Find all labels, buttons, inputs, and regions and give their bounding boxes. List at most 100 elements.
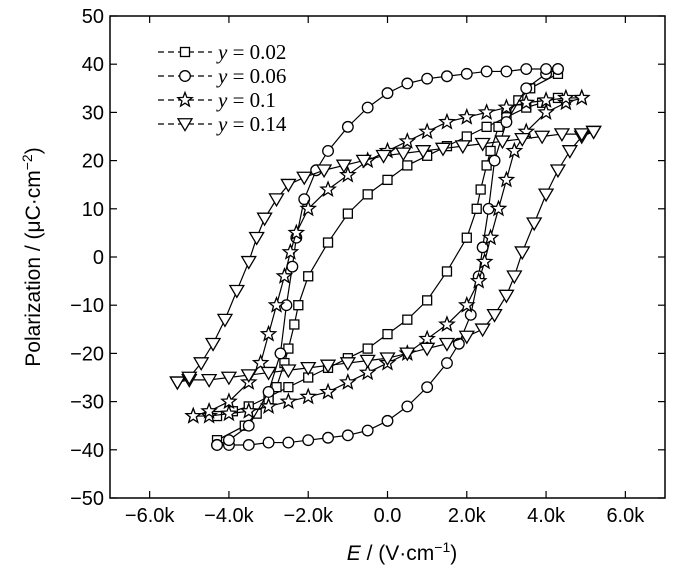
data-point bbox=[395, 147, 412, 162]
data-point bbox=[497, 98, 516, 116]
data-point bbox=[339, 357, 356, 371]
data-point bbox=[184, 406, 203, 424]
data-point bbox=[461, 131, 472, 142]
data-point bbox=[533, 130, 551, 145]
data-point bbox=[382, 328, 393, 340]
data-point bbox=[275, 266, 294, 284]
data-point bbox=[286, 260, 299, 273]
data-point bbox=[526, 217, 543, 232]
data-point bbox=[557, 93, 575, 111]
data-point bbox=[441, 357, 453, 369]
data-point bbox=[262, 386, 275, 398]
data-point bbox=[457, 295, 476, 313]
data-point bbox=[262, 436, 275, 449]
data-point bbox=[552, 63, 564, 75]
data-point bbox=[279, 392, 298, 410]
data-point bbox=[506, 270, 523, 285]
y-axis-label: Polarization / (μC·cm−2) bbox=[19, 147, 45, 366]
data-point bbox=[222, 434, 235, 447]
x-tick-label: 0.0 bbox=[374, 505, 402, 527]
data-point bbox=[505, 141, 524, 159]
data-point bbox=[520, 63, 533, 75]
data-point bbox=[228, 284, 245, 299]
data-point bbox=[220, 392, 238, 410]
data-point bbox=[489, 199, 508, 217]
data-point bbox=[438, 315, 456, 333]
data-point bbox=[480, 65, 493, 78]
x-axis-label: E / (V·cm−1) bbox=[347, 539, 457, 565]
data-point bbox=[419, 342, 436, 357]
x-tick-label: −6.0k bbox=[125, 505, 175, 527]
series-line-ascending bbox=[177, 131, 594, 383]
legend-label: y = 0.02 bbox=[216, 40, 286, 64]
data-point bbox=[299, 387, 318, 405]
legend-marker bbox=[176, 118, 194, 132]
data-point bbox=[381, 414, 394, 427]
x-tick-label: 6.0k bbox=[606, 505, 645, 527]
data-point bbox=[302, 434, 315, 447]
data-point bbox=[517, 93, 536, 111]
data-point bbox=[460, 67, 473, 80]
axis-tick-labels: −6.0k −4.0k −2.0k 0.0 2.0k 4.0k 6.0k −50 −40 −30 −… bbox=[70, 6, 645, 527]
data-point bbox=[500, 65, 513, 78]
data-point bbox=[458, 330, 475, 345]
data-point bbox=[338, 373, 357, 390]
data-point bbox=[402, 314, 413, 325]
data-point bbox=[274, 347, 287, 360]
data-point bbox=[573, 128, 590, 143]
data-point bbox=[401, 400, 414, 413]
data-point bbox=[362, 343, 373, 354]
legend: y = 0.02y = 0.06y = 0.1y = 0.14 bbox=[158, 40, 287, 136]
y-tick-label: 0 bbox=[93, 247, 104, 269]
data-point bbox=[315, 164, 333, 179]
data-point bbox=[341, 429, 354, 442]
data-point bbox=[481, 228, 500, 246]
data-point bbox=[342, 208, 354, 219]
data-point bbox=[216, 313, 234, 328]
data-point bbox=[319, 382, 337, 400]
data-point bbox=[322, 237, 334, 248]
data-point bbox=[441, 266, 453, 277]
data-point bbox=[557, 88, 575, 106]
data-point bbox=[441, 70, 453, 83]
y-tick-label: −10 bbox=[70, 295, 104, 317]
legend-label: y = 0.06 bbox=[216, 64, 286, 88]
y-tick-label: 40 bbox=[82, 54, 104, 76]
data-point bbox=[475, 252, 494, 270]
data-point bbox=[260, 366, 277, 381]
data-point bbox=[401, 77, 414, 90]
data-point bbox=[242, 439, 255, 451]
data-point bbox=[494, 135, 511, 150]
data-point bbox=[267, 295, 286, 313]
data-point bbox=[514, 246, 531, 261]
data-point bbox=[537, 188, 555, 203]
data-point bbox=[248, 231, 265, 246]
data-point bbox=[303, 271, 314, 282]
data-point bbox=[251, 353, 270, 371]
legend-item: y = 0.1 bbox=[158, 88, 276, 112]
series-line-descending bbox=[177, 131, 594, 383]
y-tick-label: −50 bbox=[70, 488, 104, 510]
data-point bbox=[474, 323, 491, 338]
legend-label: y = 0.1 bbox=[216, 88, 276, 112]
data-point bbox=[289, 319, 300, 330]
data-point bbox=[474, 137, 491, 152]
legend-label: y = 0.14 bbox=[216, 112, 287, 136]
series-circle bbox=[211, 63, 564, 451]
data-point bbox=[299, 199, 318, 217]
data-point bbox=[256, 212, 273, 227]
data-point bbox=[477, 103, 496, 120]
data-point bbox=[220, 404, 238, 422]
y-tick-label: −20 bbox=[70, 343, 104, 365]
y-tick-label: 30 bbox=[82, 102, 104, 124]
data-point bbox=[200, 406, 218, 424]
legend-item: y = 0.06 bbox=[158, 64, 286, 88]
data-point bbox=[486, 308, 503, 323]
data-point bbox=[561, 145, 578, 159]
data-point bbox=[549, 164, 567, 179]
data-point bbox=[259, 397, 278, 414]
data-point bbox=[280, 178, 297, 193]
data-point bbox=[454, 140, 471, 155]
data-point bbox=[281, 242, 300, 260]
data-point bbox=[500, 116, 513, 128]
